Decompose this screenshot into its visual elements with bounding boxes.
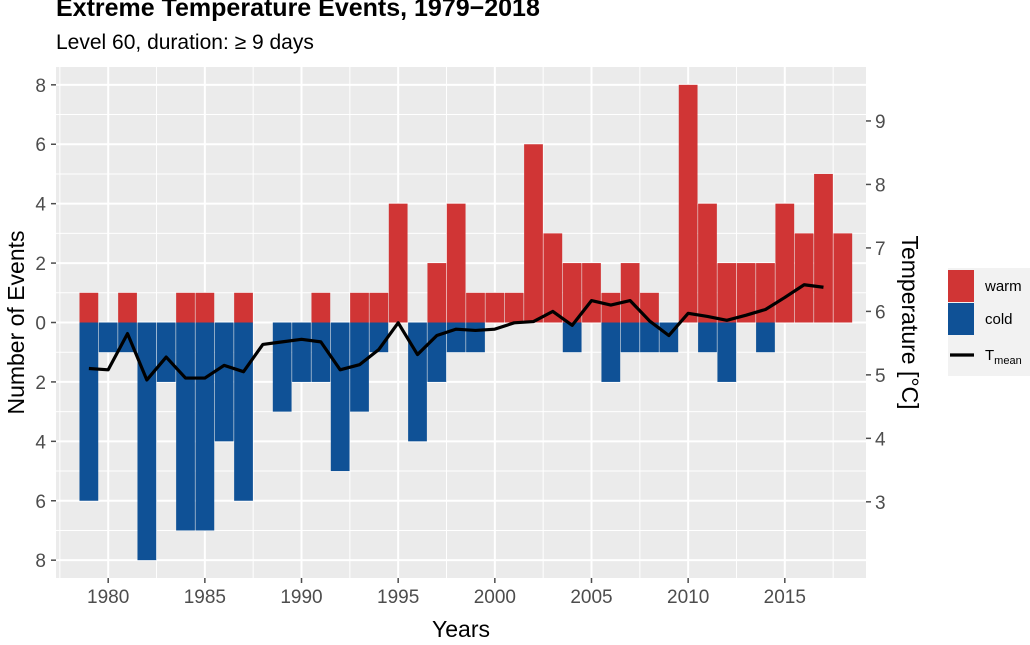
bar-warm xyxy=(640,292,659,323)
bar-cold xyxy=(79,322,99,501)
bar-warm xyxy=(601,292,621,323)
x-tick-label: 1995 xyxy=(377,587,419,608)
bar-cold xyxy=(620,322,640,353)
bar-cold xyxy=(330,322,350,472)
y-tick-label: 6 xyxy=(35,492,46,513)
chart-subtitle: Level 60, duration: ≥ 9 days xyxy=(56,31,314,54)
bar-warm xyxy=(678,84,698,323)
y2-tick-label: 6 xyxy=(875,302,886,323)
x-tick-label: 1985 xyxy=(184,587,226,608)
legend: warm cold Tmean xyxy=(948,268,1030,376)
y-tick-label: 6 xyxy=(35,135,46,156)
bar-warm xyxy=(427,263,447,323)
bar-warm xyxy=(543,233,563,323)
bar-warm xyxy=(756,263,775,323)
bar-cold xyxy=(311,322,331,382)
legend-cold-label: cold xyxy=(985,311,1013,328)
y-axis-title: Number of Events xyxy=(3,230,29,414)
y-tick-label: 8 xyxy=(35,551,46,572)
bar-cold xyxy=(292,322,311,382)
bar-warm xyxy=(620,263,640,323)
bar-cold xyxy=(98,322,118,353)
y2-tick-label: 5 xyxy=(875,366,886,387)
bar-warm xyxy=(814,173,833,323)
bar-warm xyxy=(195,292,215,323)
bar-cold xyxy=(176,322,195,531)
bar-warm xyxy=(775,203,795,323)
x-tick-label: 2000 xyxy=(474,587,516,608)
legend-warm-swatch xyxy=(948,270,974,302)
bar-cold xyxy=(698,322,717,353)
legend-cold-swatch xyxy=(948,303,974,335)
bar-warm xyxy=(524,144,543,323)
x-tick-label: 2010 xyxy=(667,587,709,608)
bar-cold xyxy=(446,322,466,353)
bar-warm xyxy=(485,292,505,323)
bar-warm xyxy=(369,292,389,323)
y2-axis-title: Temperature [°C] xyxy=(897,235,923,409)
bar-warm xyxy=(504,292,524,323)
bar-cold xyxy=(601,322,621,382)
y2-tick-label: 9 xyxy=(875,112,886,133)
y-tick-label: 0 xyxy=(35,314,46,335)
bar-warm xyxy=(118,292,137,323)
bar-cold xyxy=(562,322,582,353)
temperature-series-line xyxy=(88,283,824,382)
y2-tick-label: 8 xyxy=(875,175,886,196)
y2-tick-label: 7 xyxy=(875,239,886,260)
bar-warm xyxy=(176,292,195,323)
y-tick-label: 2 xyxy=(35,254,46,275)
x-tick-label: 1980 xyxy=(87,587,129,608)
bar-warm xyxy=(833,233,853,323)
y-tick-label: 2 xyxy=(35,373,46,394)
bar-warm xyxy=(717,263,737,323)
bar-warm xyxy=(311,292,331,323)
bar-cold xyxy=(350,322,369,412)
legend-line-subscript: mean xyxy=(994,355,1022,367)
legend-warm-label: warm xyxy=(984,278,1022,295)
bar-warm xyxy=(446,203,466,323)
axis-ticks: 8 6 4 2 0 2 4 6 8 1980 1985 1990 1995 2000 2005 2010 201… xyxy=(35,76,886,608)
bar-cold xyxy=(137,322,157,561)
bar-warm xyxy=(794,233,814,323)
bar-warm xyxy=(350,292,369,323)
legend-line-label: Tmean xyxy=(985,347,1022,367)
bar-cold xyxy=(214,322,234,442)
y-tick-label: 8 xyxy=(35,76,46,97)
bar-cold xyxy=(640,322,659,353)
bar-cold xyxy=(195,322,215,531)
bar-warm xyxy=(466,292,485,323)
x-axis-title: Years xyxy=(432,616,490,642)
y-tick-label: 4 xyxy=(35,195,46,216)
x-tick-label: 2015 xyxy=(764,587,806,608)
bar-cold xyxy=(466,322,485,353)
bar-cold xyxy=(234,322,253,501)
bar-warm xyxy=(79,292,99,323)
bar-warm xyxy=(698,203,717,323)
temperature-line xyxy=(88,283,824,382)
bar-warm xyxy=(234,292,253,323)
bar-warm xyxy=(736,263,756,323)
x-tick-label: 1990 xyxy=(280,587,322,608)
legend-line-main: T xyxy=(985,347,994,364)
bar-cold xyxy=(156,322,176,382)
chart-title: Extreme Temperature Events, 1979−2018 xyxy=(56,0,540,22)
y2-tick-label: 4 xyxy=(875,429,886,450)
bar-warm xyxy=(562,263,582,323)
y2-tick-label: 3 xyxy=(875,493,886,514)
bar-cold xyxy=(427,322,447,382)
bar-cold xyxy=(272,322,292,412)
bar-cold xyxy=(408,322,427,442)
bar-warm xyxy=(582,263,601,323)
y-tick-label: 4 xyxy=(35,432,46,453)
bar-warm xyxy=(388,203,408,323)
bar-cold xyxy=(717,322,737,382)
x-tick-label: 2005 xyxy=(570,587,612,608)
bar-cold xyxy=(756,322,775,353)
